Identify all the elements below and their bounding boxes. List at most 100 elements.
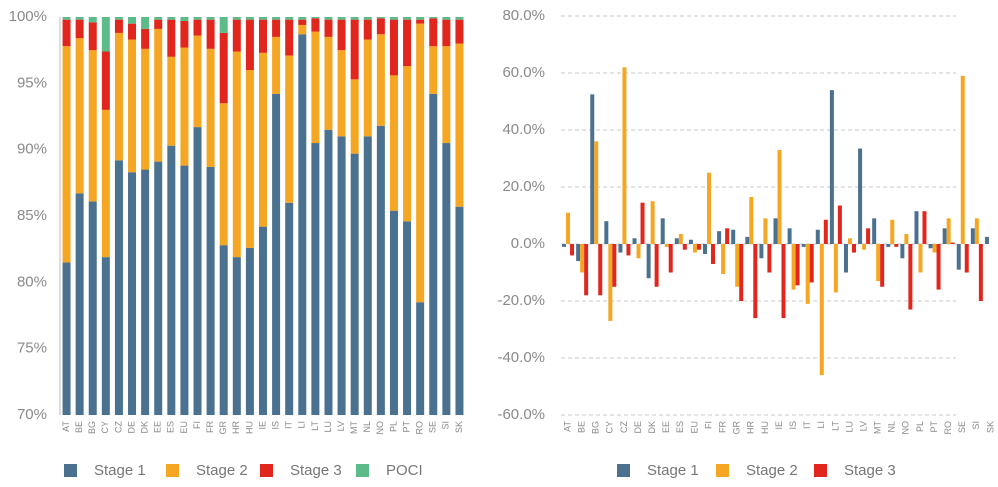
bar-segment <box>403 66 412 222</box>
bar <box>717 231 722 244</box>
bar <box>692 244 697 253</box>
bar <box>805 244 810 304</box>
bar <box>753 244 758 319</box>
bar <box>960 75 965 244</box>
bar-segment <box>180 20 189 48</box>
x-tick-label: DK <box>647 421 657 434</box>
bar-segment <box>363 19 372 40</box>
bar-segment <box>114 32 123 161</box>
bar-segment <box>429 93 438 416</box>
bar <box>904 234 909 244</box>
x-tick-label: GR <box>218 420 228 434</box>
bar-segment <box>128 172 137 415</box>
bar <box>942 228 947 244</box>
legend-swatch <box>356 464 369 477</box>
y-tick-label: 90% <box>17 141 47 158</box>
x-tick-label: ES <box>675 421 685 433</box>
x-tick-label: PT <box>401 421 411 433</box>
bar-segment <box>337 136 346 415</box>
bar <box>767 244 772 273</box>
legend-label: Stage 2 <box>746 462 798 479</box>
x-tick-label: LI <box>816 421 826 429</box>
x-tick-label: CY <box>100 421 110 434</box>
bar <box>946 218 951 244</box>
bar <box>731 229 736 244</box>
bar-segment <box>285 202 294 415</box>
bar <box>795 244 800 286</box>
bar-segment <box>193 19 202 36</box>
y-tick-label: 85% <box>17 207 47 224</box>
x-tick-label: SE <box>428 421 438 433</box>
bar <box>674 238 679 244</box>
x-tick-label: RO <box>943 421 953 435</box>
bar <box>759 244 764 259</box>
bar-segment <box>403 221 412 415</box>
bar-segment <box>219 245 228 415</box>
x-tick-label: FR <box>717 421 727 433</box>
bar-segment <box>311 31 320 144</box>
bar-segment <box>429 46 438 94</box>
x-tick-label: NO <box>901 421 911 435</box>
bar <box>978 244 983 301</box>
x-tick-label: MT <box>873 421 883 434</box>
x-tick-label: CZ <box>113 421 123 433</box>
bar-segment <box>416 19 425 24</box>
bar <box>819 244 824 376</box>
y-tick-label: 75% <box>17 340 47 357</box>
bar-segment <box>154 161 163 415</box>
bar-segment <box>141 28 150 49</box>
bar-segment <box>180 47 189 166</box>
bar <box>721 244 726 274</box>
bar <box>932 244 937 253</box>
y-tick-label: 70% <box>17 406 47 423</box>
x-tick-label: NL <box>362 421 372 433</box>
bar-segment <box>403 19 412 67</box>
bar-segment <box>245 70 254 248</box>
bar <box>749 196 754 244</box>
bar-segment <box>232 51 241 258</box>
bar <box>956 244 961 270</box>
bar-segment <box>350 17 359 20</box>
bar-segment <box>455 19 464 44</box>
bar <box>688 239 693 244</box>
bar-segment <box>272 93 281 416</box>
x-tick-label: BG <box>591 421 601 434</box>
x-tick-label: FI <box>703 421 713 429</box>
bar <box>570 244 575 256</box>
bar <box>650 201 655 244</box>
bar-segment <box>219 103 228 246</box>
bar <box>777 149 782 244</box>
bar-segment <box>232 17 241 20</box>
bar-segment <box>180 17 189 21</box>
bar <box>608 244 613 321</box>
bar <box>890 219 895 244</box>
bar-segment <box>285 17 294 20</box>
x-tick-label: LV <box>336 421 346 431</box>
x-tick-label: IT <box>284 420 294 429</box>
legend-swatch <box>814 464 827 477</box>
bar-segment <box>389 19 398 76</box>
bar-segment <box>324 19 333 37</box>
legend-swatch <box>716 464 729 477</box>
bar-segment <box>114 19 123 33</box>
bar <box>886 244 891 247</box>
x-tick-label: FI <box>192 421 202 429</box>
bar-segment <box>101 51 110 110</box>
bar-segment <box>311 18 320 32</box>
bar <box>787 228 792 244</box>
bar-segment <box>259 17 267 20</box>
bar-segment <box>416 17 425 20</box>
bar <box>858 148 863 244</box>
bar <box>894 244 899 247</box>
bar-segment <box>376 17 385 19</box>
bar-segment <box>337 17 346 20</box>
bar-segment <box>259 226 267 415</box>
bar-segment <box>429 18 438 47</box>
bar-segment <box>376 34 385 126</box>
x-tick-label: AT <box>562 421 572 432</box>
x-tick-label: HR <box>746 421 756 434</box>
bar <box>618 244 623 253</box>
bar-segment <box>206 19 215 49</box>
legend-swatch <box>617 464 630 477</box>
bar-segment <box>298 24 307 35</box>
